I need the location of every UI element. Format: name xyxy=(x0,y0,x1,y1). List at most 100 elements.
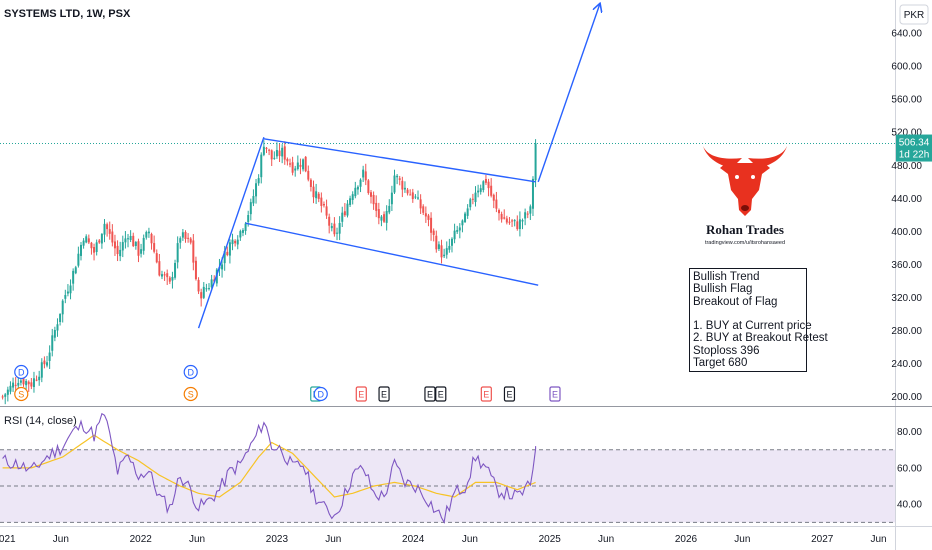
dividend-marker[interactable] xyxy=(14,364,29,380)
price-tick-label[interactable]: 400.00 xyxy=(891,227,922,238)
event-markers-group[interactable]: DSDSEDEEEEEEE xyxy=(14,364,561,402)
price-tick-label[interactable]: 360.00 xyxy=(891,260,922,271)
candle-body xyxy=(137,241,140,256)
time-tick-label[interactable]: Jun xyxy=(53,534,69,545)
candle-body xyxy=(166,273,169,278)
time-tick-label[interactable]: 2027 xyxy=(811,534,834,545)
event-marker-label: E xyxy=(506,390,512,400)
symbol-title[interactable]: SYSTEMS LTD, 1W, PSX xyxy=(4,8,131,20)
candle-body xyxy=(134,242,137,246)
price-tick-label[interactable]: 200.00 xyxy=(891,392,922,403)
candle-body xyxy=(317,193,320,199)
candle-body xyxy=(377,209,380,219)
price-tick-label[interactable]: 320.00 xyxy=(891,293,922,304)
candle-body xyxy=(27,381,30,385)
event-marker-label: E xyxy=(438,390,444,400)
flagpole-trendline[interactable] xyxy=(197,136,265,329)
candle-body xyxy=(236,239,239,245)
rsi-axis-ticks[interactable]: 40.00 60.00 80.00 xyxy=(897,427,922,511)
candle-body xyxy=(518,219,521,230)
candle-body xyxy=(275,149,278,157)
drawings-group[interactable] xyxy=(197,4,600,329)
rsi-tick-label[interactable]: 80.00 xyxy=(897,427,922,438)
candle-body xyxy=(252,196,255,204)
time-tick-label[interactable]: Jun xyxy=(734,534,750,545)
brand-name: Rohan Trades xyxy=(706,222,784,237)
dividend-marker[interactable] xyxy=(313,386,328,402)
time-tick-label[interactable]: 2023 xyxy=(266,534,289,545)
event-marker-label: S xyxy=(188,390,194,400)
time-tick-label[interactable]: 2025 xyxy=(539,534,562,545)
price-axis-ticks[interactable]: 200.00 240.00 280.00 320.00 360.00 400.00 440.… xyxy=(891,29,922,404)
note-line: Bullish Flag xyxy=(693,283,753,296)
time-tick-label[interactable]: 2026 xyxy=(675,534,698,545)
time-tick-label[interactable]: 2022 xyxy=(130,534,153,545)
price-tick-label[interactable]: 440.00 xyxy=(891,194,922,205)
candle-body xyxy=(64,294,67,299)
candle-body xyxy=(364,171,367,181)
candle-body xyxy=(291,162,294,173)
time-tick-label[interactable]: 2024 xyxy=(402,534,425,545)
price-tick-label[interactable]: 640.00 xyxy=(891,29,922,40)
candle-body xyxy=(312,186,315,198)
time-axis-ticks[interactable]: 2021 Jun 2022 Jun 2023 Jun 2024 Jun 2025 Jun 2026 J… xyxy=(0,534,887,545)
flag-lower-trendline[interactable] xyxy=(245,222,539,286)
candle-body xyxy=(474,192,477,203)
candle-body xyxy=(414,196,417,198)
currency-badge-label: PKR xyxy=(904,10,925,21)
trade-notes-box[interactable]: Bullish Trend Bullish Flag Breakout of F… xyxy=(689,268,828,372)
candle-body xyxy=(111,231,114,243)
earnings-miss-marker[interactable] xyxy=(355,386,367,402)
rsi-tick-label[interactable]: 60.00 xyxy=(897,463,922,474)
price-tick-label[interactable]: 520.00 xyxy=(891,128,922,139)
candle-body xyxy=(508,221,511,223)
dividend-marker[interactable] xyxy=(183,364,198,380)
candle-body xyxy=(179,238,182,243)
time-tick-label[interactable]: Jun xyxy=(462,534,478,545)
earnings-neutral-marker[interactable] xyxy=(424,386,436,402)
bull-horn-right xyxy=(748,146,787,168)
candle-body xyxy=(51,335,54,351)
candle-body xyxy=(369,192,372,197)
candle-body xyxy=(239,231,242,238)
time-tick-label[interactable]: Jun xyxy=(871,534,887,545)
price-tick-label[interactable]: 560.00 xyxy=(891,95,922,106)
candle-body xyxy=(231,239,234,245)
rsi-tick-label[interactable]: 40.00 xyxy=(897,500,922,511)
candle-body xyxy=(294,168,297,171)
earnings-neutral-marker[interactable] xyxy=(503,386,516,402)
earnings-upcoming-marker[interactable] xyxy=(549,386,561,402)
candle-body xyxy=(354,187,357,197)
price-tick-label[interactable]: 480.00 xyxy=(891,161,922,172)
candle-body xyxy=(226,251,229,255)
time-tick-label[interactable]: Jun xyxy=(325,534,341,545)
candle-body xyxy=(61,300,64,315)
rsi-indicator-label[interactable]: RSI (14, close) xyxy=(4,415,77,427)
earnings-neutral-marker[interactable] xyxy=(435,386,447,402)
time-tick-label[interactable]: Jun xyxy=(598,534,614,545)
time-tick-label[interactable]: Jun xyxy=(189,534,205,545)
price-tick-label[interactable]: 600.00 xyxy=(891,62,922,73)
split-marker[interactable] xyxy=(183,386,198,402)
earnings-miss-marker[interactable] xyxy=(480,386,492,402)
candle-body xyxy=(283,146,286,160)
flag-upper-trendline[interactable] xyxy=(263,138,536,183)
currency-badge[interactable] xyxy=(899,4,929,25)
candle-body xyxy=(43,360,46,365)
price-tick-label[interactable]: 240.00 xyxy=(891,359,922,370)
candle-body xyxy=(124,238,127,243)
candle-body xyxy=(490,185,493,196)
candle-body xyxy=(458,227,461,231)
target-arrow[interactable] xyxy=(537,4,600,183)
candle-body xyxy=(466,208,469,216)
brand-url: tradingview.com/u/itsrohansaeed xyxy=(704,240,786,246)
split-marker[interactable] xyxy=(14,386,29,402)
candle-body xyxy=(393,175,396,193)
earnings-neutral-marker[interactable] xyxy=(378,386,390,402)
time-tick-label[interactable]: 2021 xyxy=(0,534,16,545)
candle-body xyxy=(341,212,344,222)
candle-body xyxy=(302,159,305,170)
candle-body xyxy=(375,202,378,211)
price-tick-label[interactable]: 280.00 xyxy=(891,326,922,337)
